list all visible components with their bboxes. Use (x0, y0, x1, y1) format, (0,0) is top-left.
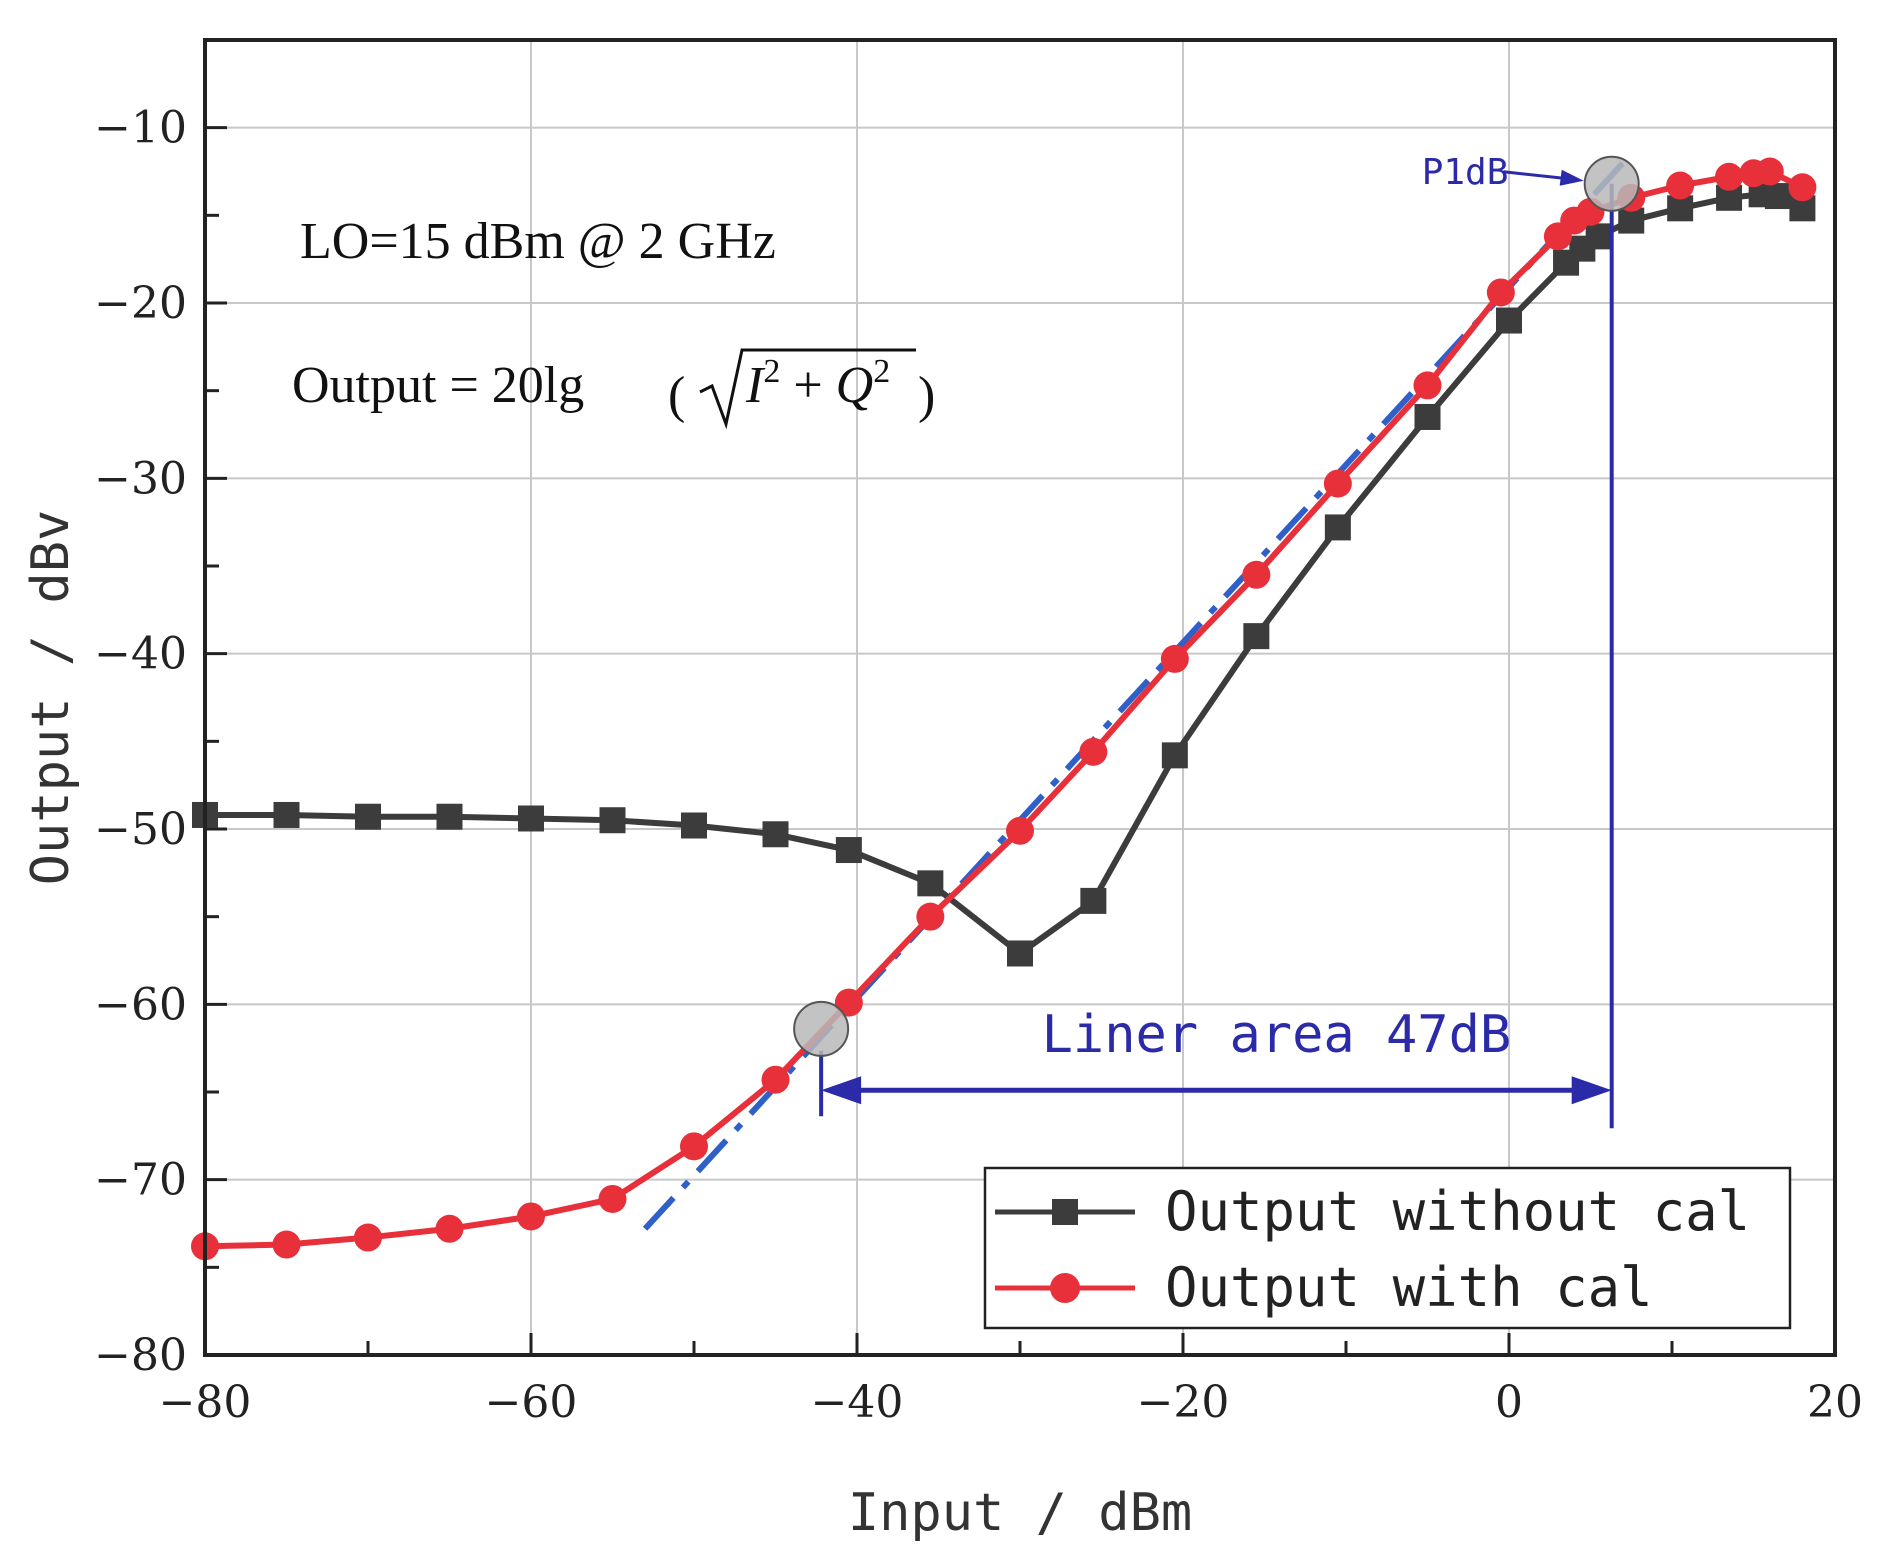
data-point-without-cal (762, 821, 789, 848)
data-point-without-cal (1585, 223, 1612, 250)
p1db-highlight-circle (1583, 155, 1640, 212)
x-tick-label: −20 (1137, 1377, 1230, 1428)
legend-marker-circle (1050, 1273, 1080, 1303)
data-point-without-cal (599, 807, 626, 834)
y-axis-title: Output / dBv (21, 510, 81, 886)
series-layer (191, 157, 1817, 1261)
linear-area-label: Liner area 47dB (1042, 1005, 1512, 1065)
data-point-without-cal (1496, 307, 1522, 334)
x-tick-label: −60 (485, 1377, 578, 1428)
data-point-without-cal (355, 803, 381, 830)
data-point-with-cal (1755, 157, 1784, 186)
data-point-without-cal (436, 803, 463, 830)
y-tick-label: −20 (94, 278, 187, 329)
data-point-with-cal (680, 1132, 708, 1161)
data-point-with-cal (1160, 644, 1189, 673)
data-point-without-cal (1618, 207, 1645, 234)
data-point-with-cal (1666, 171, 1695, 200)
data-point-without-cal (518, 805, 544, 832)
data-point-with-cal (1486, 278, 1515, 307)
data-point-with-cal (1079, 737, 1108, 766)
equation-open-paren: ( (668, 367, 685, 424)
data-point-without-cal (1324, 514, 1351, 541)
data-point-without-cal (1161, 742, 1188, 769)
y-tick-label: −80 (94, 1330, 187, 1381)
data-point-with-cal (517, 1202, 545, 1231)
y-tick-label: −30 (94, 453, 187, 504)
data-point-with-cal (1788, 173, 1817, 202)
data-point-without-cal (273, 801, 300, 828)
data-point-without-cal (1667, 195, 1694, 222)
data-point-with-cal (1413, 371, 1442, 400)
data-point-without-cal (1414, 403, 1441, 430)
legend: Output without cal Output with cal (983, 1166, 1792, 1330)
output-equation: Output = 20lg ( I2 + Q2 ) (292, 348, 935, 430)
data-point-without-cal (681, 812, 707, 839)
tick-labels: −80 −60 −40 −20 0 20 −80 −70 −60 −50 −40 −30 −20 −10 (94, 103, 1863, 1428)
x-tick-label: 20 (1807, 1377, 1863, 1428)
y-tick-label: −10 (94, 103, 187, 154)
legend-box (983, 1166, 1792, 1330)
y-tick-label: −40 (94, 629, 187, 680)
data-point-with-cal (272, 1230, 301, 1259)
series-line-1 (204, 168, 1804, 1250)
lo-annotation: LO=15 dBm @ 2 GHz (300, 213, 776, 270)
equation-close-paren: ) (918, 367, 935, 424)
x-tick-label: −80 (159, 1377, 252, 1428)
data-point-with-cal (1323, 469, 1352, 498)
legend-label-without-cal: Output without cal (1165, 1180, 1750, 1243)
plot-frame (203, 38, 1837, 1357)
arrowhead-right (1571, 1076, 1612, 1105)
annotation-layer (793, 155, 1640, 1129)
x-tick-label: 0 (1495, 1377, 1523, 1428)
legend-label-with-cal: Output with cal (1165, 1256, 1653, 1319)
data-point-without-cal (1764, 183, 1791, 210)
y-tick-label: −70 (94, 1155, 187, 1206)
data-point-without-cal (835, 837, 862, 864)
y-tick-label: −60 (94, 979, 187, 1030)
data-point-with-cal (834, 988, 863, 1017)
equation-body: I2 + Q2 (745, 353, 890, 414)
data-point-with-cal (354, 1223, 382, 1252)
y-tick-label: −50 (94, 804, 187, 855)
data-point-with-cal (761, 1065, 790, 1094)
data-point-with-cal (435, 1214, 464, 1243)
data-point-with-cal (1715, 162, 1744, 191)
data-point-with-cal (1006, 816, 1034, 845)
p1db-label: P1dB (1422, 152, 1509, 193)
data-point-without-cal (917, 870, 944, 897)
data-point-without-cal (1243, 623, 1270, 650)
data-point-with-cal (916, 902, 945, 931)
data-point-without-cal (1007, 940, 1033, 967)
arrowhead-left (821, 1076, 862, 1105)
x-tick-label: −40 (811, 1377, 904, 1428)
data-point-with-cal (1242, 560, 1271, 589)
legend-marker-square (1052, 1199, 1078, 1225)
x-axis-title: Input / dBm (848, 1483, 1192, 1543)
equation-prefix: Output = 20lg (292, 357, 584, 414)
data-point-without-cal (1080, 887, 1107, 914)
p1db-arrowhead (1559, 169, 1584, 186)
linear-start-highlight-circle (793, 1000, 850, 1057)
sqrt-sign (699, 348, 916, 430)
data-point-with-cal (598, 1184, 627, 1213)
